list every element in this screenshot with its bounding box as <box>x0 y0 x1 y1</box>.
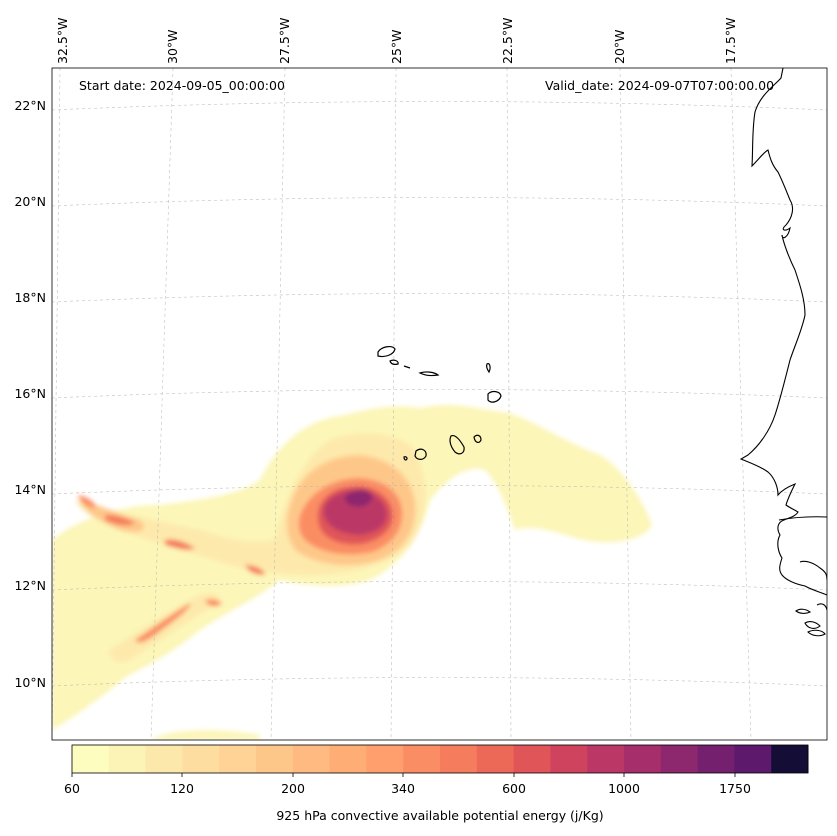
colorbar-tick-120: 120 <box>170 781 194 796</box>
bissagos-island-3 <box>807 629 826 637</box>
lat-label-14: 14°N <box>14 482 46 497</box>
island-brava <box>403 456 408 461</box>
bissagos-island-2 <box>804 621 821 629</box>
colorbar-swatch <box>292 745 331 773</box>
cape-streak-3 <box>245 565 265 575</box>
lat-grid-14 <box>52 485 827 495</box>
lon-label-32-5: 32.5°W <box>55 17 70 64</box>
cape-field <box>52 404 652 740</box>
colorbar-swatch <box>72 745 110 773</box>
cape-streak-2 <box>165 539 195 550</box>
lon-grid-30 <box>150 68 174 740</box>
colorbar-title: 925 hPa convective available potential e… <box>276 808 604 823</box>
lon-grid-27-5 <box>270 68 286 740</box>
lon-grid-20 <box>619 68 632 740</box>
colorbar-swatch <box>108 745 147 773</box>
colorbar-tick-1750: 1750 <box>719 781 751 796</box>
cape-band-1300 <box>345 489 373 507</box>
island-sao-vicente <box>389 359 399 365</box>
lat-label-16: 16°N <box>14 386 46 401</box>
colorbar-swatch <box>513 745 551 773</box>
colorbar-swatch <box>697 745 735 773</box>
lat-grid-12 <box>52 581 827 591</box>
africa-coastline <box>739 68 827 637</box>
island-fogo <box>414 448 427 460</box>
gambia-river <box>778 516 827 521</box>
cape-verde-islands <box>377 346 502 461</box>
lat-grid-20 <box>52 197 827 207</box>
colorbar-swatch <box>256 745 294 773</box>
lat-grid-22 <box>52 101 827 111</box>
lon-grid-17-5 <box>730 68 752 740</box>
lat-grid-18 <box>52 293 827 303</box>
lon-grid-32-5 <box>52 68 61 740</box>
colorbar-swatch <box>550 745 588 773</box>
colorbar-swatch <box>660 745 699 773</box>
colorbar-swatch <box>476 745 515 773</box>
colorbar <box>72 745 809 773</box>
cape-band-60-strip <box>52 543 150 585</box>
colorbar-swatch <box>403 745 441 773</box>
colorbar-tick-60: 60 <box>64 781 80 796</box>
colorbar-swatch <box>734 745 772 773</box>
cape-streak-5 <box>205 599 222 607</box>
lat-grid-16 <box>52 389 827 399</box>
lon-label-30: 30°W <box>165 29 180 64</box>
lon-label-17-5: 17.5°W <box>723 17 738 64</box>
cape-streak-6 <box>78 495 96 508</box>
lat-label-22: 22°N <box>14 98 46 113</box>
mauritania-senegal-coast <box>739 68 827 596</box>
lat-grid-10 <box>52 677 827 687</box>
lat-label-18: 18°N <box>14 290 46 305</box>
start-date-label: Start date: 2024-09-05_00:00:00 <box>79 78 285 93</box>
colorbar-ticks <box>71 773 736 777</box>
colorbar-swatch <box>624 745 662 773</box>
lon-grid-25 <box>390 68 397 740</box>
colorbar-swatch <box>366 745 404 773</box>
lon-label-20: 20°W <box>612 29 627 64</box>
island-santiago <box>449 435 465 455</box>
island-boa-vista <box>487 390 502 403</box>
lat-label-12: 12°N <box>14 578 46 593</box>
island-maio <box>473 434 482 443</box>
cape-streak-1 <box>105 514 135 526</box>
lon-label-25: 25°W <box>389 29 404 64</box>
lat-label-20: 20°N <box>14 194 46 209</box>
colorbar-frame <box>71 744 809 774</box>
colorbar-swatch <box>145 745 183 773</box>
map-frame <box>51 67 828 741</box>
gridlines <box>52 68 827 740</box>
colorbar-swatch <box>587 745 625 773</box>
lon-label-27-5: 27.5°W <box>277 17 292 64</box>
colorbar-swatch <box>329 745 367 773</box>
colorbar-swatch <box>440 745 478 773</box>
lon-label-22-5: 22.5°W <box>500 17 515 64</box>
valid-date-label: Valid_date: 2024-09-07T07:00:00.00 <box>545 78 775 93</box>
island-sao-nicolau <box>418 371 440 377</box>
island-santo-antao <box>377 346 396 358</box>
map-area <box>52 68 827 740</box>
colorbar-swatch <box>771 745 809 773</box>
bissagos-island-1 <box>795 608 812 614</box>
colorbar-tick-200: 200 <box>281 781 305 796</box>
island-sal <box>486 363 491 374</box>
cape-streak-4 <box>135 603 191 643</box>
colorbar-swatch <box>182 745 220 773</box>
colorbar-tick-1000: 1000 <box>608 781 640 796</box>
island-santa-luzia <box>403 365 411 369</box>
lon-grid-22-5 <box>506 68 512 740</box>
lat-label-10: 10°N <box>14 675 46 690</box>
cape-band-60-bottom <box>150 730 260 740</box>
cape-band-1000 <box>323 490 388 535</box>
colorbar-tick-340: 340 <box>391 781 415 796</box>
colorbar-tick-600: 600 <box>502 781 526 796</box>
colorbar-swatch <box>219 745 257 773</box>
